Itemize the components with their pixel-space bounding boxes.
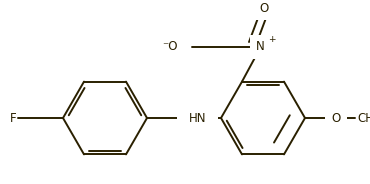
Text: F: F bbox=[10, 112, 17, 125]
Text: O: O bbox=[259, 1, 269, 15]
Text: O: O bbox=[332, 112, 341, 125]
Text: ⁻O: ⁻O bbox=[162, 40, 178, 54]
Text: CH3: CH3 bbox=[357, 112, 370, 125]
Text: N: N bbox=[256, 40, 265, 54]
Text: HN: HN bbox=[189, 112, 206, 125]
Text: +: + bbox=[268, 36, 276, 45]
